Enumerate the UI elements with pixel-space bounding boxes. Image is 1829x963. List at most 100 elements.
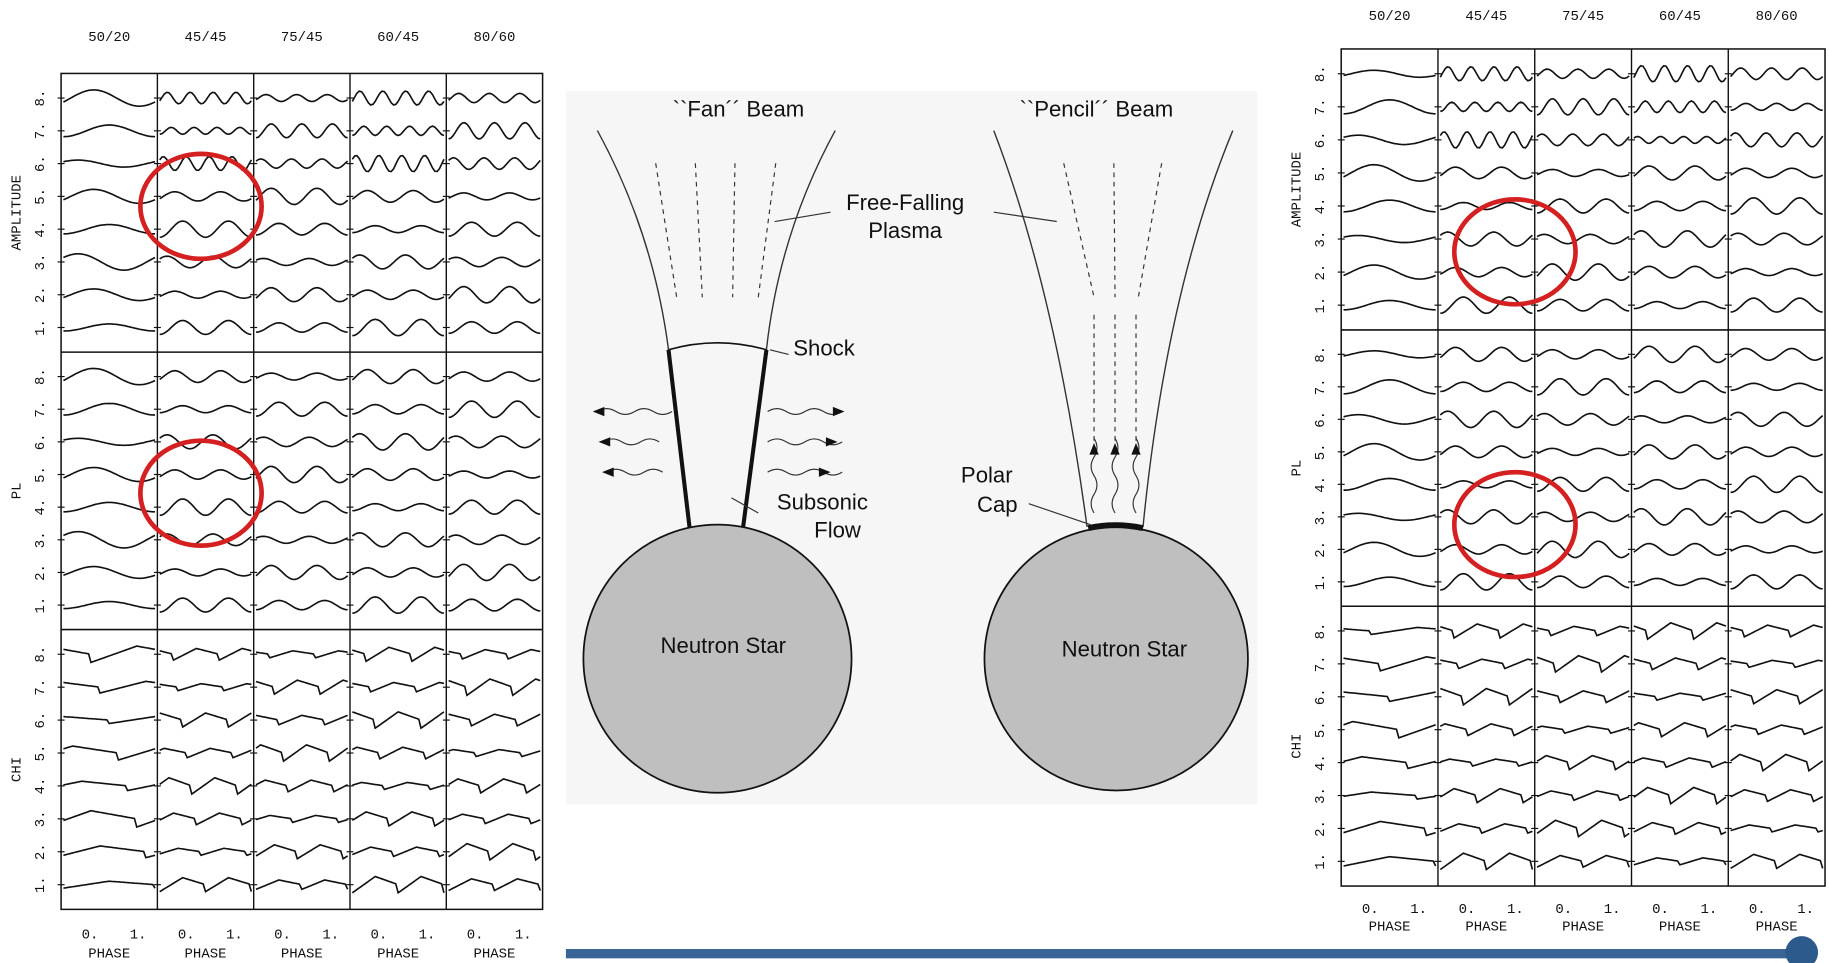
highlight <box>138 438 264 548</box>
row-label: 7. <box>33 679 49 696</box>
phase-tick: 1. <box>226 928 243 944</box>
trace <box>1343 477 1436 491</box>
trace <box>1633 542 1727 557</box>
column-header: 50/20 <box>1369 9 1411 25</box>
trace <box>1730 510 1824 524</box>
row-label: 7. <box>33 122 49 139</box>
trace <box>1440 201 1533 211</box>
plot-frame <box>60 72 544 911</box>
phase-tick: 0. <box>178 928 195 944</box>
trace <box>1439 543 1533 555</box>
row-label: 8. <box>1313 623 1329 640</box>
trace <box>255 714 348 726</box>
row-label: 4. <box>1313 754 1329 771</box>
trace <box>1343 755 1436 770</box>
trace <box>1343 656 1436 672</box>
phase-label: PHASE <box>1369 920 1411 936</box>
trace <box>1633 692 1727 702</box>
phase-tick: 0. <box>1362 902 1379 918</box>
column-header: 80/60 <box>1756 9 1798 25</box>
trace <box>448 156 541 171</box>
trace <box>1633 507 1727 526</box>
row-label: 5. <box>1313 165 1329 182</box>
trace <box>159 319 252 336</box>
trace <box>352 125 445 137</box>
trace <box>159 91 252 105</box>
trace <box>1536 68 1630 80</box>
trace <box>1536 819 1630 838</box>
trace <box>352 781 445 791</box>
trace <box>448 813 541 825</box>
trace <box>1536 540 1630 559</box>
trace <box>448 121 541 140</box>
trace <box>159 369 252 384</box>
trace <box>1343 626 1436 636</box>
trace <box>255 879 349 891</box>
trace <box>255 599 348 611</box>
trace <box>1439 723 1533 737</box>
trace <box>1730 267 1824 277</box>
trace <box>448 678 541 697</box>
trace <box>351 289 445 301</box>
column-edge <box>993 130 1088 528</box>
trace <box>1343 720 1436 739</box>
row-label: 7. <box>33 401 49 418</box>
trace <box>255 436 349 448</box>
plasma-label: Free-Falling <box>846 190 964 215</box>
trace <box>352 502 444 512</box>
trace <box>1633 64 1727 83</box>
trace <box>1439 410 1533 429</box>
trace <box>1730 688 1824 705</box>
trace <box>448 435 541 449</box>
phase-label: PHASE <box>185 946 227 962</box>
trace <box>1633 757 1727 769</box>
row-label: 2. <box>33 843 49 860</box>
trace <box>63 565 156 580</box>
section-label: AMPLITUDE <box>9 175 25 251</box>
trace <box>159 155 253 172</box>
trace <box>351 432 445 451</box>
trace <box>1439 852 1534 871</box>
row-label: 6. <box>33 712 49 729</box>
trace <box>1730 824 1823 833</box>
trace <box>159 290 252 300</box>
trace <box>1440 658 1533 670</box>
row-label: 7. <box>1313 378 1329 395</box>
trace <box>448 778 541 795</box>
trace <box>63 159 156 168</box>
phase-tick: 1. <box>1701 902 1718 918</box>
section-label: CHI <box>1290 734 1306 759</box>
trace <box>255 779 349 793</box>
row-label: 1. <box>1313 853 1329 870</box>
trace <box>351 566 445 578</box>
plasma-label: Plasma <box>868 218 943 243</box>
trace <box>352 846 445 858</box>
trace <box>1343 379 1436 395</box>
row-label: 1. <box>33 876 49 893</box>
trace <box>1439 787 1533 804</box>
trace <box>1439 131 1534 149</box>
column-edge <box>1142 130 1234 528</box>
row-label: 3. <box>1313 508 1329 525</box>
trace <box>63 323 156 332</box>
infall-arrows <box>655 163 1163 444</box>
phase-tick: 1. <box>1604 902 1621 918</box>
trace <box>1536 625 1630 637</box>
trace <box>1440 381 1533 393</box>
trace <box>1633 200 1727 212</box>
trace <box>352 596 445 615</box>
trace <box>255 814 348 824</box>
column-edge <box>596 130 670 350</box>
trace <box>1633 265 1727 279</box>
trace <box>255 535 348 545</box>
row-label: 8. <box>1313 346 1329 363</box>
phase-label: PHASE <box>1465 920 1507 936</box>
trace <box>63 530 156 549</box>
phase-tick: 0. <box>467 928 484 944</box>
phase-label: PHASE <box>88 946 130 962</box>
phase-label: PHASE <box>281 946 323 962</box>
row-label: 1. <box>1313 573 1329 590</box>
row-label: 5. <box>1313 443 1329 460</box>
trace <box>1633 415 1727 424</box>
phase-tick: 0. <box>1652 902 1669 918</box>
